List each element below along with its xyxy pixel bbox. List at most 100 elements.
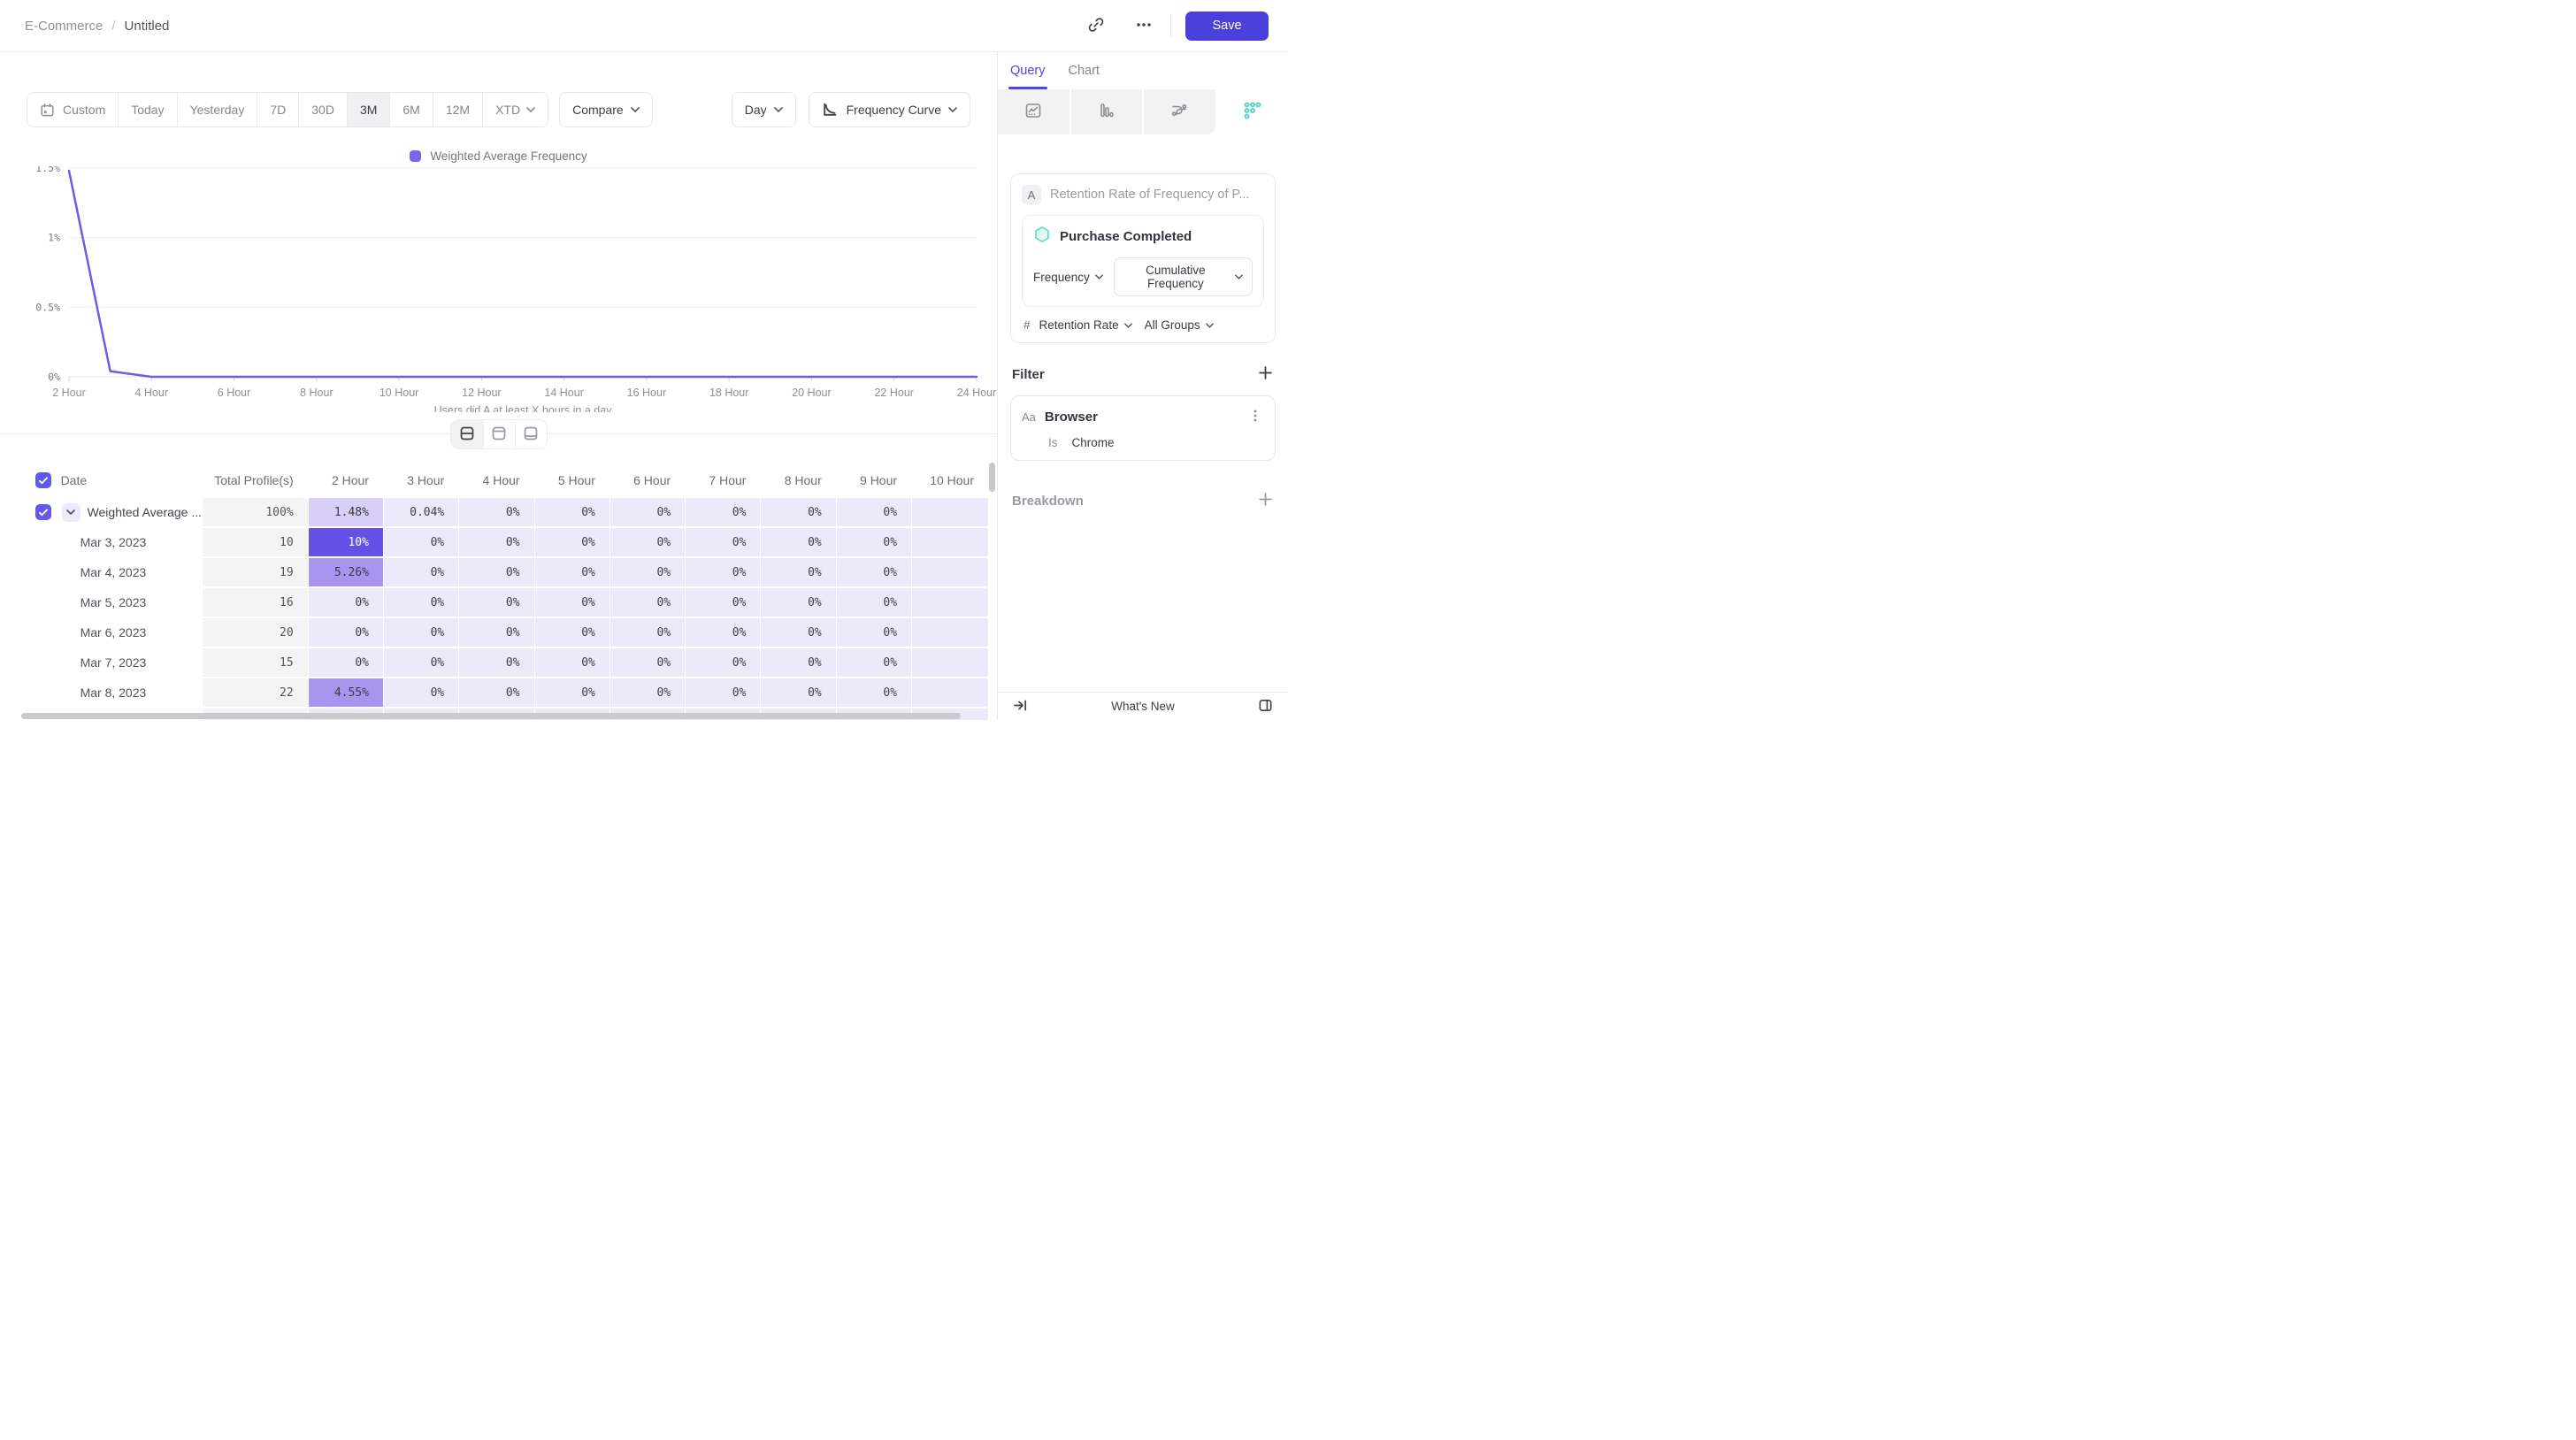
table-cell: 0% bbox=[836, 678, 912, 707]
chart-only-icon bbox=[491, 425, 507, 444]
table-vertical-scrollbar[interactable] bbox=[989, 463, 995, 492]
chevron-down-icon bbox=[1123, 322, 1132, 328]
table-cell: 0% bbox=[534, 558, 610, 586]
date-range-3m[interactable]: 3M bbox=[346, 93, 390, 126]
column-header-10-hour: 10 Hour bbox=[930, 473, 974, 487]
frequency-dropdown[interactable]: Frequency bbox=[1033, 271, 1103, 284]
table-cell: 0% bbox=[836, 588, 912, 617]
compare-button[interactable]: Compare bbox=[559, 92, 653, 127]
top-actions: Save bbox=[1082, 11, 1269, 42]
chevron-down-icon bbox=[630, 107, 640, 112]
results-table-container: Date Total Profile(s) 2 Hour 3 Hour 4 Hour 5 … bbox=[19, 455, 989, 720]
frequency-curve-chart[interactable]: 0% 0.5% 1% 1.5% 2 Hour 4 Hour 6 Hour 8 Hour 10 H… bbox=[0, 166, 998, 412]
table-horizontal-scrollbar[interactable] bbox=[21, 713, 961, 719]
copy-link-button[interactable] bbox=[1082, 11, 1110, 42]
layout-table-only-button[interactable] bbox=[514, 420, 547, 448]
insights-report-button[interactable] bbox=[998, 89, 1070, 134]
chart-legend[interactable]: Weighted Average Frequency bbox=[0, 149, 997, 163]
series-title[interactable]: Retention Rate of Frequency of P... bbox=[1050, 188, 1250, 202]
add-filter-button[interactable] bbox=[1257, 364, 1274, 384]
table-row-date: Mar 7, 2023 bbox=[80, 655, 147, 670]
event-name: Purchase Completed bbox=[1060, 229, 1192, 244]
event-selector[interactable]: Purchase Completed bbox=[1033, 226, 1253, 248]
date-range-6m[interactable]: 6M bbox=[389, 93, 433, 126]
date-range-today[interactable]: Today bbox=[118, 93, 177, 126]
header-divider bbox=[1170, 14, 1171, 37]
table-cell: 0% bbox=[534, 648, 610, 677]
table-cell bbox=[912, 558, 988, 586]
table-cell: 0% bbox=[383, 558, 459, 586]
table-cell: 0% bbox=[686, 558, 761, 586]
date-range-custom[interactable]: Custom bbox=[27, 93, 119, 126]
flows-icon bbox=[1170, 102, 1188, 122]
filter-operator[interactable]: Is bbox=[1048, 436, 1058, 449]
table-cell: 0% bbox=[686, 498, 761, 526]
select-all-checkbox[interactable] bbox=[35, 472, 51, 488]
whats-new-link[interactable]: What's New bbox=[1111, 700, 1175, 713]
date-range-7d[interactable]: 7D bbox=[257, 93, 299, 126]
flows-report-button[interactable] bbox=[1142, 89, 1215, 134]
save-button[interactable]: Save bbox=[1185, 11, 1269, 41]
table-cell: 0% bbox=[761, 648, 836, 677]
table-cell: 0% bbox=[761, 588, 836, 617]
date-range-12m[interactable]: 12M bbox=[432, 93, 483, 126]
date-range-yesterday[interactable]: Yesterday bbox=[176, 93, 257, 126]
results-table: Date Total Profile(s) 2 Hour 3 Hour 4 Hour 5 … bbox=[19, 463, 989, 720]
table-cell: 0% bbox=[836, 618, 912, 647]
breakdown-section-header: Breakdown bbox=[1012, 491, 1274, 510]
breadcrumb-report-title[interactable]: Untitled bbox=[124, 18, 170, 34]
expand-row-button[interactable] bbox=[61, 502, 80, 522]
layout-split-view-button[interactable] bbox=[450, 420, 483, 448]
chart-type-dropdown[interactable]: Frequency Curve bbox=[808, 92, 970, 127]
collapse-panel-button[interactable] bbox=[1009, 694, 1031, 719]
link-icon bbox=[1087, 16, 1105, 36]
filter-options-button[interactable] bbox=[1246, 407, 1264, 427]
tab-query[interactable]: Query bbox=[1008, 52, 1046, 89]
svg-text:12 Hour: 12 Hour bbox=[462, 387, 501, 399]
table-cell: 0% bbox=[761, 618, 836, 647]
plus-icon bbox=[1259, 366, 1272, 382]
filter-value[interactable]: Chrome bbox=[1071, 436, 1115, 449]
table-cell: 0% bbox=[383, 528, 459, 556]
measure-dropdown[interactable]: Retention Rate bbox=[1039, 318, 1132, 332]
granularity-dropdown[interactable]: Day bbox=[731, 92, 796, 127]
chart-toolbar: Custom Today Yesterday 7D 30D 3M 6M 12M XTD Comp… bbox=[27, 92, 970, 127]
table-row-date: Mar 3, 2023 bbox=[80, 535, 147, 549]
table-cell-total: 15 bbox=[203, 648, 308, 677]
table-cell: 0% bbox=[383, 588, 459, 617]
query-series-card: A Retention Rate of Frequency of P... Pu… bbox=[1010, 173, 1276, 343]
add-breakdown-button[interactable] bbox=[1257, 491, 1274, 510]
groups-dropdown[interactable]: All Groups bbox=[1145, 318, 1214, 332]
table-cell: 0% bbox=[534, 588, 610, 617]
toggle-layout-button[interactable] bbox=[1254, 694, 1276, 719]
table-cell: 0% bbox=[836, 648, 912, 677]
row-checkbox[interactable] bbox=[35, 504, 51, 520]
frequency-curve-icon bbox=[822, 102, 838, 118]
table-cell: 0% bbox=[610, 588, 686, 617]
table-row-date: Mar 6, 2023 bbox=[80, 625, 147, 640]
filter-property[interactable]: Browser bbox=[1044, 410, 1098, 425]
tab-chart[interactable]: Chart bbox=[1068, 64, 1100, 78]
svg-text:8 Hour: 8 Hour bbox=[300, 387, 334, 399]
more-options-button[interactable] bbox=[1130, 11, 1158, 42]
table-cell: 0% bbox=[761, 678, 836, 707]
svg-text:18 Hour: 18 Hour bbox=[709, 387, 748, 399]
frequency-type-dropdown[interactable]: Cumulative Frequency bbox=[1113, 257, 1253, 296]
table-cell: 0% bbox=[610, 498, 686, 526]
table-cell: 0% bbox=[761, 558, 836, 586]
column-header-date: Date bbox=[60, 473, 88, 487]
legend-label: Weighted Average Frequency bbox=[430, 149, 587, 163]
kebab-icon bbox=[1248, 409, 1262, 425]
table-cell: 0% bbox=[459, 648, 534, 677]
date-range-xtd[interactable]: XTD bbox=[482, 93, 548, 126]
date-range-30d[interactable]: 30D bbox=[298, 93, 347, 126]
table-cell: 0% bbox=[686, 528, 761, 556]
funnels-report-button[interactable] bbox=[1069, 89, 1142, 134]
layout-chart-only-button[interactable] bbox=[482, 420, 515, 448]
retention-report-button[interactable] bbox=[1215, 89, 1288, 134]
column-header-5-hour: 5 Hour bbox=[557, 473, 595, 487]
breadcrumb-project[interactable]: E-Commerce bbox=[25, 18, 104, 34]
svg-text:22 Hour: 22 Hour bbox=[874, 387, 913, 399]
table-cell: 0% bbox=[459, 618, 534, 647]
table-cell: 0% bbox=[686, 678, 761, 707]
